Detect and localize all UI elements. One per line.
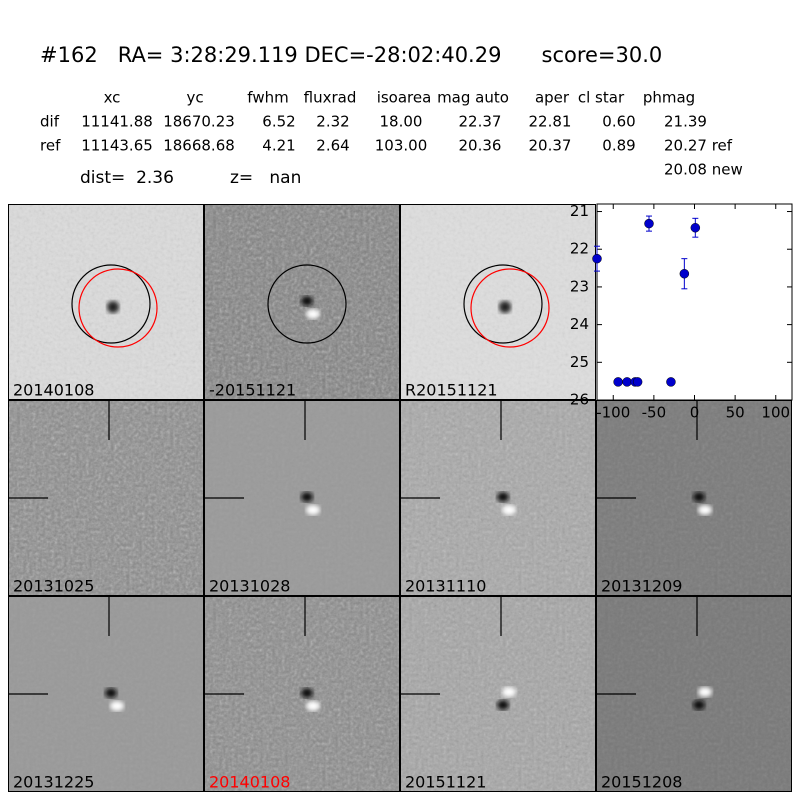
image-panel: 20151121: [400, 596, 596, 792]
table-cell: 11143.65: [81, 137, 153, 155]
column-header: phmag: [643, 89, 695, 107]
panel-label: 20131028: [209, 577, 290, 596]
point: [632, 377, 643, 387]
image-panel: -20151121: [204, 204, 400, 400]
table-cell: 0.89: [602, 137, 635, 155]
table-cell: 20.27 ref: [664, 137, 733, 155]
table-cell: 4.21: [262, 137, 295, 155]
table-cell: 21.39: [664, 113, 707, 131]
x-tick-label: 0: [690, 404, 700, 422]
table-cell: 6.52: [262, 113, 295, 131]
panel-label: 20151121: [405, 773, 486, 792]
image-panel: 20131028: [204, 400, 400, 596]
table-cell: 18668.68: [163, 137, 235, 155]
panel-label: 20140108: [209, 773, 290, 792]
image-panel: 20131110: [400, 400, 596, 596]
column-header: aper: [535, 89, 570, 107]
point: [592, 253, 602, 264]
panel-label: 20131225: [13, 773, 94, 792]
image-panel: R20151121: [400, 204, 596, 400]
panels: 20140108 -20151121 R20151121 20131025 201310…: [8, 204, 792, 792]
image-panel: 20131209: [596, 400, 792, 596]
table-extra: 20.08 new: [664, 161, 743, 179]
dist: dist= 2.36: [80, 168, 174, 188]
column-header: isoarea: [377, 89, 432, 107]
y-tick-label: 21: [570, 202, 589, 220]
x-tick-label: -50: [642, 404, 667, 422]
image-panel: 20140108: [204, 596, 400, 792]
table-cell: 11141.88: [81, 113, 153, 131]
y-tick-label: 26: [570, 391, 589, 409]
y-tick-label: 24: [570, 315, 589, 333]
column-header: yc: [186, 89, 203, 107]
title: #162 RA= 3:28:29.119 DEC=-28:02:40.29 sc…: [40, 43, 662, 67]
table-cell: 2.32: [316, 113, 349, 131]
plot-area: [596, 203, 793, 401]
panel-label: -20151121: [209, 381, 296, 400]
table-cell: 18670.23: [163, 113, 235, 131]
table-cell: ref: [40, 137, 61, 155]
point: [666, 377, 676, 387]
column-header: mag auto: [437, 89, 509, 107]
table-cell: 2.64: [316, 137, 349, 155]
x-tick-label: -100: [596, 404, 630, 422]
panel-label: 20131025: [13, 577, 94, 596]
point: [613, 377, 623, 387]
image-panel: 20131225: [8, 596, 204, 792]
table-cell: 0.60: [602, 113, 635, 131]
column-header: fwhm: [247, 89, 288, 107]
column-header: xc: [104, 89, 121, 107]
column-header: cl star: [578, 89, 625, 107]
table-cell: 103.00: [375, 137, 428, 155]
z: z= nan: [230, 168, 301, 188]
table-cell: 22.81: [529, 113, 572, 131]
x-tick-label: 100: [761, 404, 790, 422]
point: [644, 218, 654, 229]
point: [690, 222, 701, 233]
panel-label: 20131209: [601, 577, 682, 596]
point: [622, 377, 632, 387]
table-cell: dif: [40, 113, 60, 131]
y-tick-label: 22: [570, 240, 589, 258]
table-cell: 18.00: [380, 113, 423, 131]
y-tick-label: 23: [570, 277, 589, 295]
table-cell: 20.36: [459, 137, 502, 155]
image-panel: 20140108: [8, 204, 204, 400]
lightcurve: -100 -50 0 50 100 21 22 23 24 25 26: [570, 202, 793, 422]
point: [679, 268, 690, 279]
panel-label: 20140108: [13, 381, 94, 400]
y-tick-label: 25: [570, 353, 589, 371]
panel-label: R20151121: [405, 381, 498, 400]
column-header: fluxrad: [304, 89, 357, 107]
image-panel: 20151208: [596, 596, 792, 792]
table-cell: 20.37: [529, 137, 572, 155]
table-cell: 22.37: [459, 113, 502, 131]
x-tick-label: 50: [726, 404, 745, 422]
image-panel: 20131025: [8, 400, 204, 596]
panel-label: 20151208: [601, 773, 682, 792]
panel-label: 20131110: [405, 577, 486, 596]
